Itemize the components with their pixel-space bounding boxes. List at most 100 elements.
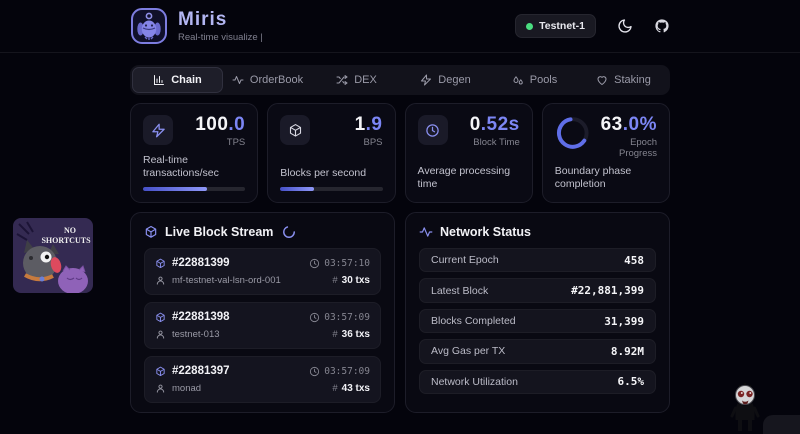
stat-card-bps: 1.9 BPS Blocks per second xyxy=(267,103,396,203)
status-row: Latest Block #22,881,399 xyxy=(419,278,656,303)
status-row: Blocks Completed 31,399 xyxy=(419,308,656,334)
block-time: 03:57:09 xyxy=(324,365,370,377)
tab-label: Degen xyxy=(438,74,471,86)
block-row[interactable]: #22881399 03:57:10 mf-testnet-val-lsn-or… xyxy=(144,248,381,295)
user-icon xyxy=(156,384,165,393)
stat-card-block-time: 0.52s Block Time Average processing time xyxy=(404,103,533,203)
stat-value: 100.0 xyxy=(195,114,246,135)
tab-chain[interactable]: Chain xyxy=(132,67,223,93)
tab-label: DEX xyxy=(354,74,377,86)
tab-dex[interactable]: DEX xyxy=(312,67,401,93)
cube-icon xyxy=(156,258,165,268)
network-badge[interactable]: Testnet-1 xyxy=(515,14,596,38)
hash-icon: # xyxy=(332,383,338,394)
app-title: Miris xyxy=(178,8,228,30)
tab-pools[interactable]: Pools xyxy=(490,67,579,93)
app-subtitle: Real-time visualize | xyxy=(178,31,263,43)
cube-icon xyxy=(156,312,165,322)
no-shortcuts-sticker: NO SHORTCUTS xyxy=(13,218,93,294)
status-value: 458 xyxy=(624,253,644,267)
pixel-character xyxy=(727,382,764,434)
block-validator: monad xyxy=(172,383,202,394)
block-time: 03:57:10 xyxy=(324,257,370,269)
spinner-icon xyxy=(283,226,296,238)
stat-card-epoch: 63.0% Epoch Progress Boundary phase comp… xyxy=(541,103,670,203)
panel-title: Live Block Stream xyxy=(165,225,274,239)
block-number: #22881399 xyxy=(172,257,230,269)
brand: Miris Real-time visualize | xyxy=(178,8,263,43)
status-value: 31,399 xyxy=(604,314,644,328)
status-label: Blocks Completed xyxy=(431,315,516,328)
status-label: Latest Block xyxy=(431,284,489,297)
block-row[interactable]: #22881397 03:57:09 monad # 43 txs xyxy=(144,356,381,403)
stat-value: 63.0% xyxy=(600,114,657,135)
clock-icon xyxy=(310,312,320,322)
droplets-icon xyxy=(513,76,523,85)
panels-row: Live Block Stream #22881399 03:57:10 xyxy=(130,212,670,413)
block-number: #22881398 xyxy=(172,311,230,323)
bps-progress-bar xyxy=(280,187,383,191)
heart-icon xyxy=(597,76,607,85)
stat-description: Average processing time xyxy=(417,165,511,190)
user-icon xyxy=(156,330,165,339)
block-time: 03:57:09 xyxy=(324,311,370,323)
stat-unit: BPS xyxy=(363,137,383,148)
status-value: 6.5% xyxy=(617,375,645,389)
github-icon[interactable] xyxy=(653,18,670,35)
hash-icon: # xyxy=(332,275,338,286)
network-status-panel: Network Status Current Epoch 458 Latest … xyxy=(405,212,670,413)
tab-label: OrderBook xyxy=(249,74,304,86)
theme-toggle-moon-icon[interactable] xyxy=(616,18,633,35)
block-txs: 43 txs xyxy=(341,383,370,394)
stat-unit: Epoch Progress xyxy=(618,137,657,159)
stat-unit: Block Time xyxy=(473,137,520,148)
block-txs: 30 txs xyxy=(341,275,370,286)
shuffle-icon xyxy=(336,75,348,85)
tab-orderbook[interactable]: OrderBook xyxy=(223,67,312,93)
status-dot-icon xyxy=(526,22,534,30)
bar-chart-icon xyxy=(154,75,165,85)
cube-icon xyxy=(280,115,311,145)
tab-bar: Chain OrderBook DEX Degen Pools Staking xyxy=(130,65,670,95)
cube-icon xyxy=(145,225,157,238)
header: Miris Real-time visualize | Testnet-1 xyxy=(0,0,800,53)
status-row: Network Utilization 6.5% xyxy=(419,369,656,395)
app-logo-icon xyxy=(130,7,168,45)
block-txs: 36 txs xyxy=(341,329,370,340)
clock-icon xyxy=(310,258,320,268)
status-value: #22,881,399 xyxy=(571,284,644,298)
tab-staking[interactable]: Staking xyxy=(579,67,668,93)
stat-description: Boundary phase completion xyxy=(554,165,632,190)
activity-icon xyxy=(419,227,433,237)
hash-icon: # xyxy=(332,329,338,340)
cube-icon xyxy=(156,366,165,376)
tab-label: Staking xyxy=(614,74,651,86)
user-icon xyxy=(156,276,165,285)
stat-description: Real-time transactions/sec xyxy=(143,154,219,179)
block-number: #22881397 xyxy=(172,365,230,377)
block-row[interactable]: #22881398 03:57:09 testnet-013 # 36 txs xyxy=(144,302,381,349)
tab-degen[interactable]: Degen xyxy=(401,67,490,93)
network-badge-label: Testnet-1 xyxy=(539,20,585,32)
status-row: Avg Gas per TX 8.92M xyxy=(419,339,656,364)
svg-text:SHORTCUTS: SHORTCUTS xyxy=(41,236,91,245)
clock-icon xyxy=(417,115,448,145)
tab-label: Pools xyxy=(529,74,558,86)
corner-card xyxy=(763,415,800,434)
status-value: 8.92M xyxy=(610,344,644,358)
stat-card-tps: 100.0 TPS Real-time transactions/sec xyxy=(130,103,259,203)
status-label: Network Utilization xyxy=(431,375,518,388)
clock-icon xyxy=(310,366,320,376)
status-row: Current Epoch 458 xyxy=(419,248,656,273)
status-label: Avg Gas per TX xyxy=(431,345,506,358)
block-validator: testnet-013 xyxy=(172,329,220,340)
stat-description: Blocks per second xyxy=(280,167,367,179)
stats-row: 100.0 TPS Real-time transactions/sec 1.9… xyxy=(130,103,670,203)
zap-icon xyxy=(143,115,173,145)
live-block-stream-panel: Live Block Stream #22881399 03:57:10 xyxy=(130,212,395,413)
block-validator: mf-testnet-val-lsn-ord-001 xyxy=(172,275,281,286)
tps-progress-bar xyxy=(143,187,246,191)
activity-icon xyxy=(232,76,244,84)
stat-value: 0.52s xyxy=(469,114,520,135)
